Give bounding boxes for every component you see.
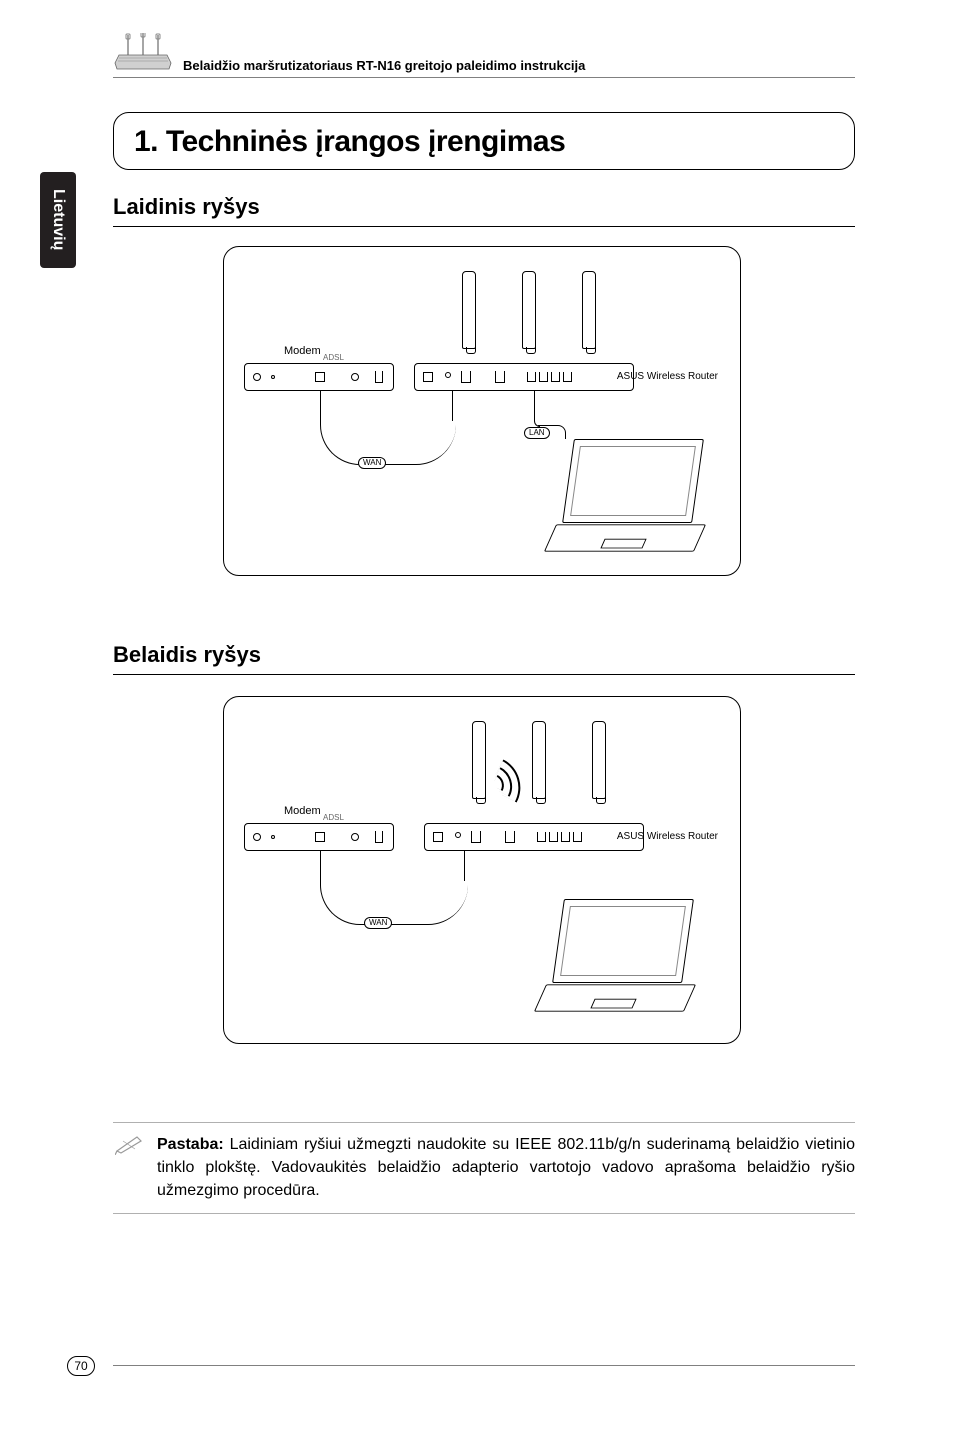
footer-rule	[113, 1365, 855, 1366]
page-number-value: 70	[74, 1359, 87, 1373]
antenna-icon	[472, 721, 486, 799]
router-icon	[414, 363, 634, 391]
laptop-icon	[550, 439, 710, 555]
section-heading-wireless: Belaidis ryšys	[113, 642, 855, 675]
antenna-icon	[592, 721, 606, 799]
wan-cable	[320, 391, 456, 465]
modem-label: Modem	[284, 345, 321, 357]
antenna-icon	[582, 271, 596, 349]
note-label: Pastaba:	[157, 1136, 224, 1153]
note-block: Pastaba: Laidiniam ryšiui užmegzti naudo…	[113, 1122, 855, 1214]
modem-label: Modem	[284, 805, 321, 817]
antenna-icon	[532, 721, 546, 799]
modem-icon	[244, 363, 394, 391]
lan-cable-a	[534, 391, 540, 427]
language-tab: Lietuvių	[40, 172, 76, 268]
header-title-text: Belaidžio maršrutizatoriaus RT-N16 greit…	[183, 58, 855, 73]
router-header-icon	[113, 33, 173, 73]
modem-icon	[244, 823, 394, 851]
language-tab-label: Lietuvių	[49, 189, 67, 250]
wan-cable	[320, 851, 468, 925]
note-text: Laidiniam ryšiui užmegzti naudokite su I…	[157, 1136, 855, 1199]
router-label: ASUS Wireless Router	[617, 371, 718, 382]
adsl-label: ADSL	[323, 813, 344, 822]
antenna-icon	[462, 271, 476, 349]
antenna-icon	[522, 271, 536, 349]
chapter-title: 1. Techninės įrangos įrengimas	[134, 125, 834, 159]
section-heading-wired: Laidinis ryšys	[113, 194, 855, 227]
lan-tag: LAN	[524, 427, 550, 439]
wan-tag: WAN	[364, 917, 392, 929]
router-icon	[424, 823, 644, 851]
chapter-title-box: 1. Techninės įrangos įrengimas	[113, 112, 855, 170]
wan-tag: WAN	[358, 457, 386, 469]
router-label: ASUS Wireless Router	[617, 831, 718, 842]
wifi-signal-icon	[488, 759, 531, 802]
page-number: 70	[67, 1356, 95, 1376]
wan-cable-end	[464, 851, 470, 881]
laptop-icon	[540, 899, 700, 1015]
adsl-label: ADSL	[323, 353, 344, 362]
wan-cable-end	[452, 391, 458, 421]
diagram-wireless: Modem ADSL ASUS Wireless Router WAN	[223, 696, 741, 1044]
page-header: Belaidžio maršrutizatoriaus RT-N16 greit…	[113, 30, 855, 78]
note-pen-icon	[115, 1133, 145, 1155]
diagram-wired: Modem ADSL ASUS Wireless Router WAN LAN	[223, 246, 741, 576]
